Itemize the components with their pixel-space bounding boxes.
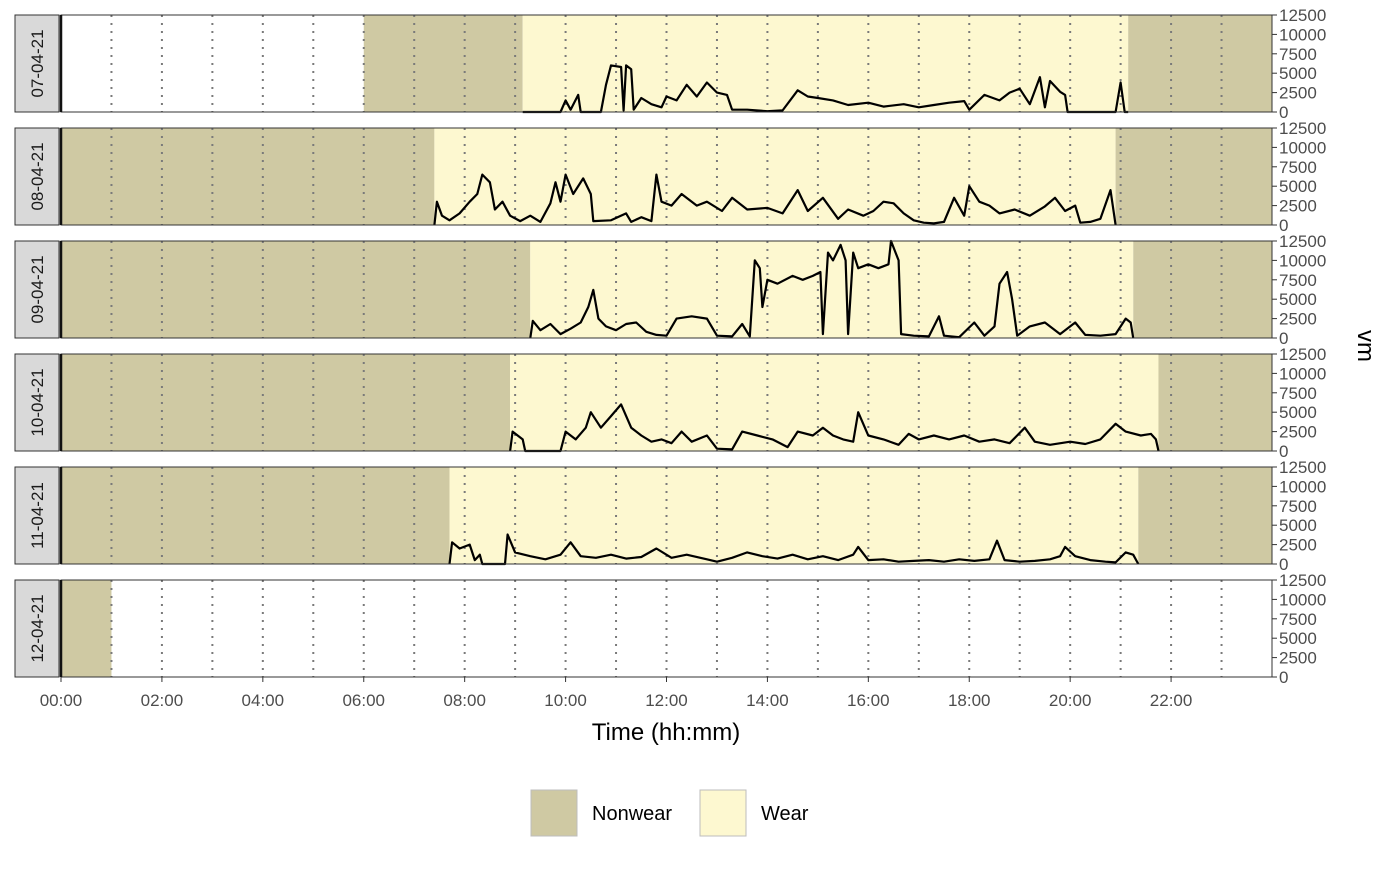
facet-strip-label: 07-04-21 xyxy=(28,29,47,97)
band-wear xyxy=(522,15,1129,112)
band-nonwear xyxy=(1115,128,1272,225)
band-nonwear xyxy=(61,354,511,451)
x-tick-label: 18:00 xyxy=(948,691,991,710)
y-tick-label: 12500 xyxy=(1279,6,1326,25)
vm-activity-line xyxy=(509,403,1160,453)
y-axis-title: vm xyxy=(1352,330,1379,362)
y-tick-label: 7500 xyxy=(1279,158,1317,177)
y-tick-label: 0 xyxy=(1279,329,1288,348)
y-tick-label: 10000 xyxy=(1279,251,1326,270)
band-nonwear xyxy=(61,580,112,677)
y-tick-label: 7500 xyxy=(1279,497,1317,516)
band-nonwear xyxy=(1128,15,1272,112)
band-nonwear xyxy=(61,241,531,338)
band-nonwear xyxy=(1138,467,1272,564)
x-tick-label: 10:00 xyxy=(544,691,587,710)
facet-strip-label: 09-04-21 xyxy=(28,255,47,323)
y-tick-label: 0 xyxy=(1279,216,1288,235)
y-tick-label: 10000 xyxy=(1279,25,1326,44)
y-tick-label: 2500 xyxy=(1279,423,1317,442)
facet-strip-label: 11-04-21 xyxy=(28,482,47,549)
y-tick-label: 5000 xyxy=(1279,177,1317,196)
band-wear xyxy=(449,467,1139,564)
y-tick-label: 2500 xyxy=(1279,310,1317,329)
legend-swatch-wear xyxy=(699,789,747,837)
vm-activity-line xyxy=(433,173,1117,226)
x-axis-title: Time (hh:mm) xyxy=(592,719,740,746)
legend-label-nonwear: Nonwear xyxy=(592,803,672,825)
y-tick-label: 5000 xyxy=(1279,64,1317,83)
band-nonwear xyxy=(1133,241,1272,338)
x-tick-label: 16:00 xyxy=(847,691,890,710)
facet-strip xyxy=(14,127,60,226)
y-tick-label: 0 xyxy=(1279,442,1288,461)
y-tick-label: 7500 xyxy=(1279,384,1317,403)
y-tick-label: 10000 xyxy=(1279,477,1326,496)
y-tick-label: 5000 xyxy=(1279,629,1317,648)
y-tick-label: 2500 xyxy=(1279,649,1317,668)
x-tick-label: 00:00 xyxy=(40,691,83,710)
facet-strip xyxy=(14,579,60,678)
vm-activity-line xyxy=(522,64,1129,114)
band-nonwear xyxy=(61,467,450,564)
y-tick-label: 10000 xyxy=(1279,590,1326,609)
y-tick-label: 12500 xyxy=(1279,232,1326,251)
y-tick-label: 10000 xyxy=(1279,364,1326,383)
y-tick-label: 7500 xyxy=(1279,271,1317,290)
facet-strip xyxy=(14,466,60,565)
x-tick-label: 08:00 xyxy=(443,691,486,710)
y-tick-label: 0 xyxy=(1279,668,1288,687)
y-tick-label: 12500 xyxy=(1279,119,1326,138)
legend: Nonwear Wear xyxy=(530,789,809,837)
band-nonwear xyxy=(61,128,435,225)
x-tick-label: 20:00 xyxy=(1049,691,1092,710)
y-tick-label: 0 xyxy=(1279,103,1288,122)
x-tick-label: 22:00 xyxy=(1150,691,1193,710)
y-tick-label: 5000 xyxy=(1279,516,1317,535)
y-tick-label: 5000 xyxy=(1279,290,1317,309)
x-tick-label: 06:00 xyxy=(342,691,385,710)
x-tick-label: 02:00 xyxy=(141,691,184,710)
y-tick-label: 5000 xyxy=(1279,403,1317,422)
y-tick-label: 12500 xyxy=(1279,345,1326,364)
y-tick-label: 2500 xyxy=(1279,84,1317,103)
band-nonwear xyxy=(363,15,523,112)
vm-activity-line xyxy=(529,239,1135,339)
y-tick-label: 7500 xyxy=(1279,45,1317,64)
legend-label-wear: Wear xyxy=(761,803,809,825)
x-axis: 00:00 02:00 04:00 06:00 08:00 10:00 12:00 14:00… xyxy=(40,677,1193,710)
y-tick-label: 2500 xyxy=(1279,197,1317,216)
y-tick-label: 12500 xyxy=(1279,571,1326,590)
y-tick-label: 0 xyxy=(1279,555,1288,574)
facet-strip-label: 12-04-21 xyxy=(28,594,47,662)
facet-strip xyxy=(14,240,60,339)
legend-swatch-nonwear xyxy=(530,789,578,837)
y-tick-label: 10000 xyxy=(1279,138,1326,157)
y-tick-label: 2500 xyxy=(1279,536,1317,555)
x-tick-label: 04:00 xyxy=(242,691,285,710)
band-nonwear xyxy=(1158,354,1272,451)
facet-strip-label: 08-04-21 xyxy=(28,142,47,210)
x-tick-label: 14:00 xyxy=(746,691,789,710)
y-tick-label: 7500 xyxy=(1279,610,1317,629)
facet-strip xyxy=(14,14,60,113)
facet-strip xyxy=(14,353,60,452)
x-tick-label: 12:00 xyxy=(645,691,688,710)
facet-strip-label: 10-04-21 xyxy=(28,368,47,436)
vm-activity-line xyxy=(448,533,1140,566)
facet-panels: 07-04-210250050007500100001250008-04-210… xyxy=(14,6,1326,687)
y-tick-label: 12500 xyxy=(1279,458,1326,477)
